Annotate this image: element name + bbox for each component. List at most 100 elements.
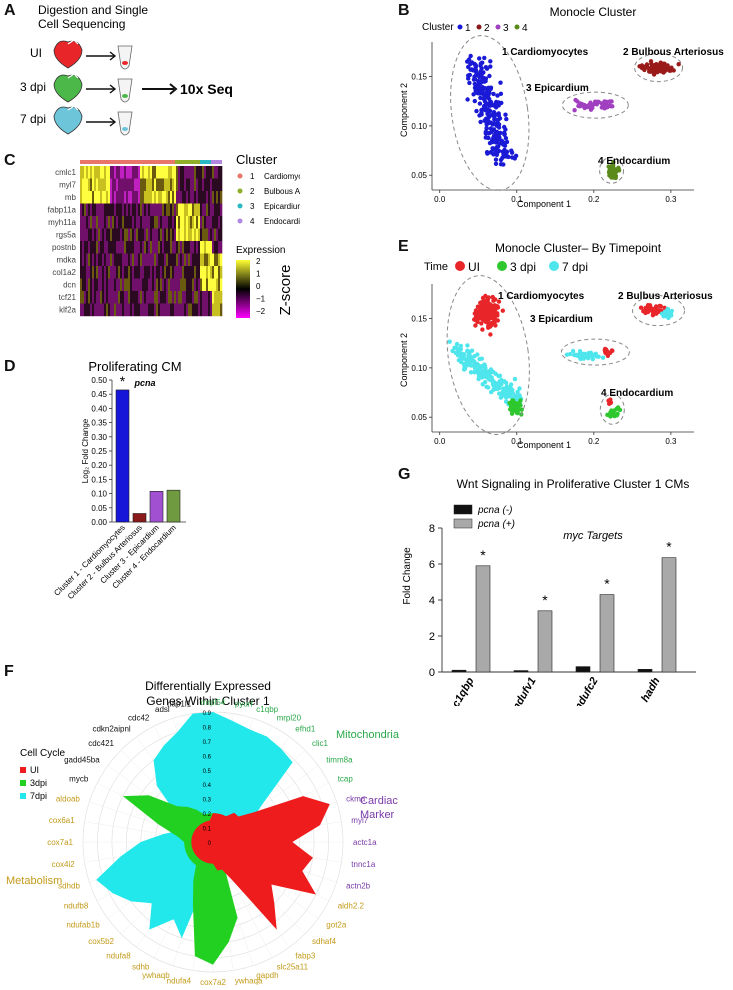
scatter-point (502, 143, 508, 148)
heatmap-cell (162, 266, 165, 279)
heatmap-cell (82, 241, 85, 254)
scatter-point (484, 118, 489, 124)
heatmap-cell (98, 228, 101, 242)
heatmap-cell (102, 178, 105, 192)
gene-label: ywhaqa (235, 976, 263, 985)
heatmap-cell (212, 203, 215, 217)
scatter-point (500, 308, 505, 313)
scatter-point (667, 68, 672, 73)
gene-label: aldh2.2 (338, 902, 365, 911)
series-ui (191, 796, 330, 930)
heatmap-cell (82, 203, 85, 217)
scatter-point (472, 98, 477, 104)
legend-swatch (457, 24, 463, 30)
heatmap-cell (142, 216, 145, 229)
chart-b-xlabel: Component 1 (517, 199, 571, 209)
scatter-point (489, 149, 494, 155)
scatter-point (474, 72, 479, 78)
heatmap-cell (218, 266, 221, 279)
radar-tick-label: 0 (208, 841, 212, 847)
scatter-point (655, 70, 660, 75)
scatter-point (482, 374, 488, 379)
heatmap-cell (190, 278, 193, 292)
category-label: hadh (639, 675, 663, 704)
bar (132, 513, 147, 523)
heatmap-cell (190, 166, 193, 179)
heatmap-cell (192, 291, 195, 304)
heatmap-cell (184, 178, 187, 192)
legend-label: 1 (465, 23, 471, 34)
heatmap-cell (146, 203, 149, 217)
legend-label: 3 dpi (510, 260, 536, 274)
heatmap-cell (154, 178, 157, 192)
heatmap-cell (134, 241, 137, 254)
bar (166, 489, 181, 523)
significance-star: * (542, 592, 548, 608)
heatmap-cell (90, 191, 93, 204)
heatmap-cell (208, 203, 211, 217)
heatmap-cell (182, 303, 185, 317)
heatmap-cell (82, 291, 85, 304)
heatmap-cell (146, 228, 149, 242)
heatmap-cell (188, 241, 191, 254)
significance-star: * (666, 539, 672, 555)
chart-f-title-line2: Genes Within Cluster 1 (146, 694, 270, 708)
scatter-point (496, 136, 501, 141)
heatmap-cell (170, 228, 173, 242)
chart-b-legend-title: Cluster (422, 22, 454, 33)
heatmap-cell (82, 191, 85, 204)
heatmap-cell (196, 191, 199, 204)
scatter-point (664, 308, 669, 314)
panel-a-title-line1: Digestion and Single (38, 3, 148, 17)
heatmap-cell (176, 178, 179, 192)
legend-swatch (237, 203, 243, 209)
heatmap-cell (170, 303, 173, 317)
scatter-point (498, 395, 504, 400)
heatmap-cell (136, 216, 139, 229)
gene-label: mrpl20 (277, 713, 302, 722)
gene-label: mdka (56, 256, 76, 265)
heatmap-cell (120, 303, 123, 317)
heatmap-cell (164, 291, 167, 304)
heatmap-cell (138, 191, 141, 204)
cluster-3-outline (561, 91, 629, 119)
heatmap-cell (178, 303, 181, 317)
heatmap-cell (130, 191, 133, 204)
heatmap-cell (104, 203, 107, 217)
heatmap-cell (150, 216, 153, 229)
chart-g-title: Wnt Signaling in Proliferative Cluster 1… (457, 477, 690, 491)
heatmap-cell (92, 278, 95, 292)
heatmap-cell (206, 291, 209, 304)
heatmap-cell (210, 266, 213, 279)
gene-label: mb (65, 193, 77, 202)
heatmap-cell (134, 203, 137, 217)
heatmap-cell (126, 166, 129, 179)
scatter-point (488, 59, 493, 64)
scatter-point (572, 108, 577, 113)
heatmap-cell (92, 203, 95, 217)
scatter-point (609, 348, 615, 353)
scatter-point (482, 55, 487, 61)
scatter-point (483, 379, 488, 385)
y-tick-label: 0.25 (91, 447, 107, 456)
heatmap-cell (190, 241, 193, 254)
heatmap-cell (150, 203, 153, 217)
heatmap-cell (124, 178, 127, 192)
heatmap-cell (220, 241, 223, 254)
heatmap-cell (146, 278, 149, 292)
heatmap-cell (134, 278, 137, 292)
panel-e-scatter: Monocle Cluster– By Timepoint Time UI 3 d… (399, 241, 713, 450)
gene-label: cox7a2 (200, 978, 226, 987)
heatmap-cell (114, 266, 117, 279)
scatter-point (486, 305, 491, 310)
heatmap-cell (112, 178, 115, 192)
chart-e-ylabel: Component 2 (399, 333, 409, 387)
scatter-point (465, 97, 470, 102)
heatmap-cell (106, 228, 109, 242)
heatmap-cell (124, 216, 127, 229)
heatmap-cell (92, 253, 95, 267)
scatter-point (615, 405, 621, 410)
heatmap-cell (148, 203, 151, 217)
heatmap-cell (176, 216, 179, 229)
heatmap-cell (118, 228, 121, 242)
